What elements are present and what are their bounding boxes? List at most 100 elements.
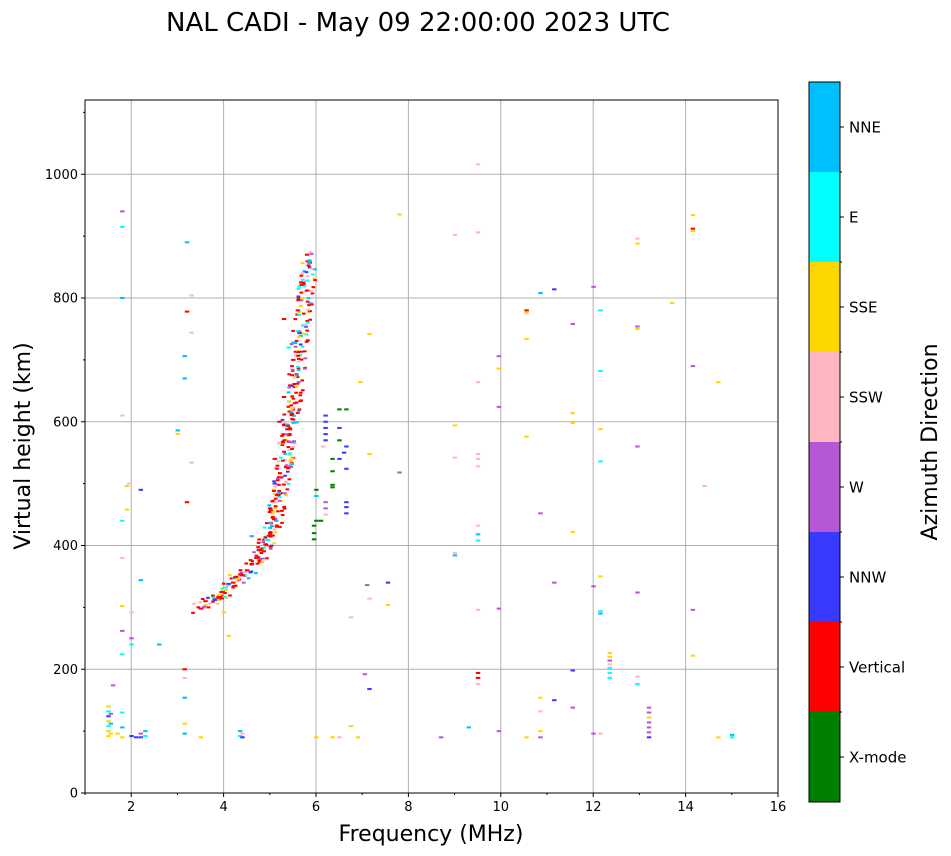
echo-point [690, 365, 696, 368]
echo-point [348, 725, 354, 728]
trace-echo-mark [296, 350, 301, 354]
trace-echo-mark [273, 505, 278, 508]
trace-echo-mark [277, 472, 282, 475]
trace-echo-mark [221, 582, 226, 585]
echo-point [438, 736, 444, 739]
trace-echo-mark [296, 360, 301, 363]
echo-point [367, 332, 372, 335]
trace-echo-mark [272, 542, 276, 545]
echo-point [314, 494, 319, 498]
echo-point [237, 730, 243, 733]
azimuth-colorbar: X-mode Vertical NNW W SSW SSE E NNE [808, 81, 906, 803]
trace-echo-mark [239, 571, 244, 574]
trace-echo-mark [271, 518, 276, 521]
echo-point [475, 608, 481, 611]
trace-echo-mark [288, 384, 292, 387]
echo-point [367, 452, 372, 455]
echo-point [635, 675, 640, 678]
trace-echo-mark [296, 367, 301, 370]
trace-echo-mark [295, 412, 300, 415]
trace-echo-mark [302, 283, 306, 286]
trace-echo-mark [295, 330, 300, 333]
echo-point [106, 720, 111, 723]
trace-echo-mark [201, 606, 206, 609]
plot-background [85, 100, 778, 793]
trace-echo-mark [243, 574, 247, 577]
trace-echo-mark [309, 252, 314, 255]
trace-echo-mark [271, 489, 276, 492]
trace-echo-mark [272, 492, 277, 495]
trace-echo-mark [298, 394, 303, 397]
trace-echo-mark [267, 504, 272, 507]
trace-echo-mark [305, 339, 310, 342]
trace-echo-mark [309, 303, 314, 306]
trace-echo-mark [277, 489, 282, 492]
trace-echo-mark [276, 494, 281, 497]
trace-echo-mark [282, 505, 287, 508]
echo-point [314, 736, 319, 739]
trace-echo-mark [280, 443, 285, 447]
echo-point [466, 726, 472, 729]
echo-point [646, 706, 652, 709]
trace-echo-mark [279, 476, 284, 479]
trace-echo-mark [268, 547, 273, 550]
echo-point [138, 579, 144, 582]
echo-point [267, 532, 273, 535]
trace-echo-mark [273, 500, 278, 503]
x-axis-label: Frequency (MHz) [339, 822, 524, 847]
trace-echo-mark [252, 551, 256, 554]
echo-point [323, 507, 328, 510]
trace-echo-mark [290, 384, 294, 387]
echo-point [175, 429, 180, 432]
echo-point [496, 607, 502, 610]
trace-echo-mark [244, 562, 249, 565]
echo-point [344, 512, 349, 515]
trace-echo-mark [274, 519, 279, 522]
trace-echo-mark [301, 332, 306, 335]
echo-point [344, 467, 349, 470]
echo-point [524, 337, 529, 340]
echo-point [475, 676, 481, 679]
echo-point [570, 322, 575, 326]
echo-point [244, 569, 250, 572]
trace-echo-mark [299, 283, 304, 286]
trace-echo-mark [275, 524, 279, 527]
trace-echo-mark [264, 522, 269, 525]
trace-echo-mark [270, 512, 275, 515]
trace-echo-mark [289, 342, 294, 346]
echo-point [646, 736, 652, 739]
echo-point [138, 736, 144, 739]
trace-echo-mark [299, 281, 303, 284]
plot-area: 2 4 6 8 10 12 14 16 0 200 400 600 800 1000 [45, 99, 786, 815]
trace-echo-mark [306, 264, 311, 267]
echo-point [323, 414, 328, 417]
trace-echo-mark [206, 606, 211, 609]
trace-echo-mark [271, 534, 275, 537]
echo-point [729, 736, 735, 739]
echo-point [330, 470, 335, 473]
colorbar-tick-label: X-mode [849, 749, 906, 767]
trace-echo-mark [284, 494, 288, 497]
trace-echo-mark [288, 452, 292, 455]
trace-echo-mark [215, 602, 220, 605]
trace-echo-mark [289, 465, 294, 468]
trace-echo-mark [294, 385, 299, 388]
trace-echo-mark [308, 310, 312, 313]
colorbar-segment [809, 352, 840, 442]
echo-point [189, 294, 194, 297]
y-tick-label: 600 [53, 415, 78, 430]
trace-echo-mark [270, 516, 275, 519]
trace-echo-mark [298, 391, 303, 394]
echo-point [598, 575, 603, 578]
trace-echo-mark [280, 521, 284, 524]
trace-echo-mark [259, 552, 264, 555]
echo-point [475, 671, 481, 674]
trace-echo-mark [198, 601, 203, 604]
trace-echo-mark [294, 401, 299, 404]
echo-point [184, 501, 190, 504]
trace-echo-mark [257, 561, 262, 564]
echo-point [221, 611, 227, 614]
echo-point [475, 381, 481, 384]
echo-point [240, 732, 245, 735]
echo-point [143, 730, 148, 733]
